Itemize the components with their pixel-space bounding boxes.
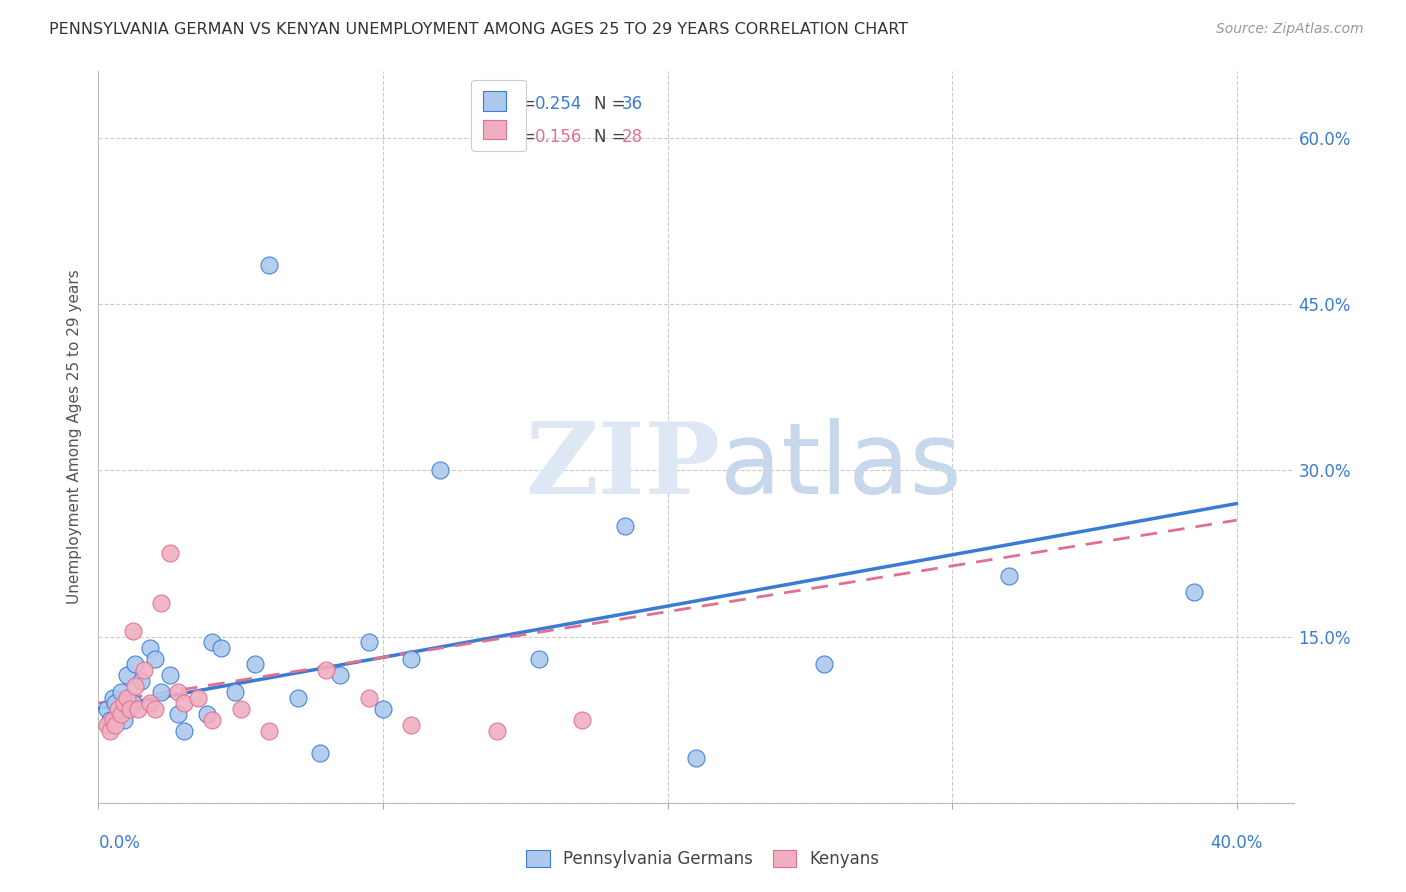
Point — [101, 713, 124, 727]
Point — [115, 690, 138, 705]
Point — [124, 680, 146, 694]
Point — [110, 707, 132, 722]
Point — [1182, 585, 1205, 599]
Point — [813, 657, 835, 672]
Point — [429, 463, 451, 477]
Point — [357, 690, 380, 705]
Point — [167, 685, 190, 699]
Point — [243, 657, 266, 672]
Point — [187, 690, 209, 705]
Point — [159, 668, 181, 682]
Point — [998, 568, 1021, 582]
Text: R =: R = — [505, 95, 541, 113]
Point — [613, 518, 636, 533]
Y-axis label: Unemployment Among Ages 25 to 29 years: Unemployment Among Ages 25 to 29 years — [67, 269, 83, 605]
Point — [121, 696, 143, 710]
Text: atlas: atlas — [720, 417, 962, 515]
Point — [195, 707, 218, 722]
Point — [112, 696, 135, 710]
Text: N =: N = — [595, 128, 631, 146]
Point — [121, 624, 143, 638]
Point — [173, 723, 195, 738]
Text: 0.254: 0.254 — [534, 95, 582, 113]
Point — [112, 713, 135, 727]
Text: R =: R = — [505, 128, 541, 146]
Text: Source: ZipAtlas.com: Source: ZipAtlas.com — [1216, 22, 1364, 37]
Point — [96, 701, 118, 715]
Text: 28: 28 — [621, 128, 643, 146]
Point — [115, 668, 138, 682]
Point — [150, 596, 173, 610]
Point — [132, 663, 155, 677]
Point — [224, 685, 246, 699]
Point — [315, 663, 337, 677]
Point — [118, 701, 141, 715]
Point — [98, 713, 121, 727]
Point — [104, 696, 127, 710]
Text: N =: N = — [595, 95, 631, 113]
Point — [401, 651, 423, 665]
Text: 36: 36 — [621, 95, 643, 113]
Legend: , : , — [471, 79, 526, 151]
Text: 40.0%: 40.0% — [1211, 834, 1263, 852]
Point — [357, 635, 380, 649]
Point — [101, 690, 124, 705]
Point — [98, 723, 121, 738]
Point — [107, 707, 129, 722]
Point — [129, 673, 152, 688]
Point — [529, 651, 551, 665]
Point — [309, 746, 332, 760]
Point — [143, 651, 166, 665]
Point — [201, 713, 224, 727]
Point — [685, 751, 707, 765]
Point — [485, 723, 508, 738]
Point — [167, 707, 190, 722]
Point — [110, 685, 132, 699]
Text: 0.0%: 0.0% — [98, 834, 141, 852]
Point — [329, 668, 352, 682]
Point — [371, 701, 394, 715]
Point — [173, 696, 195, 710]
Point — [257, 723, 280, 738]
Point — [138, 696, 160, 710]
Point — [138, 640, 160, 655]
Point — [104, 718, 127, 732]
Point — [107, 701, 129, 715]
Text: PENNSYLVANIA GERMAN VS KENYAN UNEMPLOYMENT AMONG AGES 25 TO 29 YEARS CORRELATION: PENNSYLVANIA GERMAN VS KENYAN UNEMPLOYME… — [49, 22, 908, 37]
Point — [571, 713, 593, 727]
Point — [201, 635, 224, 649]
Text: 0.156: 0.156 — [534, 128, 582, 146]
Point — [150, 685, 173, 699]
Point — [127, 701, 149, 715]
Point — [159, 546, 181, 560]
Point — [401, 718, 423, 732]
Point — [229, 701, 252, 715]
Point — [209, 640, 232, 655]
Legend: Pennsylvania Germans, Kenyans: Pennsylvania Germans, Kenyans — [520, 843, 886, 875]
Point — [287, 690, 309, 705]
Point — [143, 701, 166, 715]
Point — [124, 657, 146, 672]
Text: ZIP: ZIP — [524, 417, 720, 515]
Point — [257, 258, 280, 272]
Point — [96, 718, 118, 732]
